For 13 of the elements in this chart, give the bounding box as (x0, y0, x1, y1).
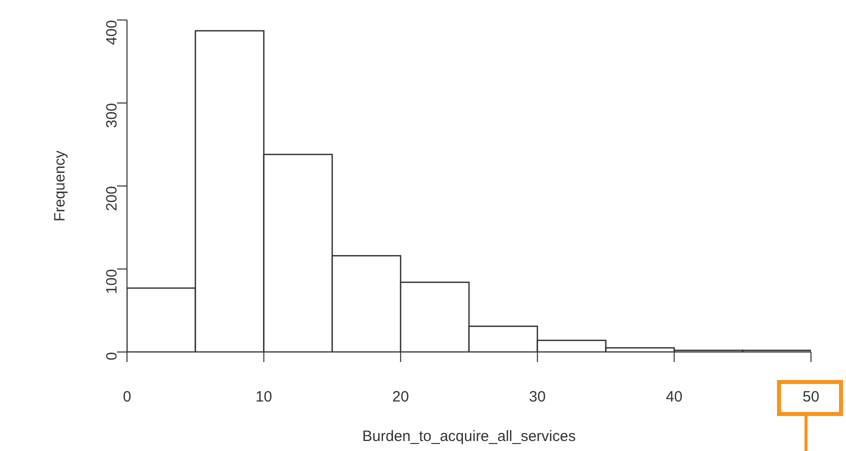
x-tick-label: 0 (122, 388, 132, 406)
x-tick-label: 50 (802, 388, 820, 406)
x-tick-label: 30 (529, 388, 546, 406)
x-tick-label: 20 (392, 388, 409, 406)
x-axis-title: Burden_to_acquire_all_services (362, 428, 576, 445)
y-tick-label: 200 (103, 186, 120, 212)
x-tick-label: 10 (255, 388, 272, 406)
y-tick-label: 400 (103, 20, 120, 46)
x-tick-label: 40 (666, 388, 683, 406)
y-tick-label: 100 (103, 269, 120, 294)
y-tick-label: 0 (103, 352, 120, 360)
y-tick-label: 300 (103, 103, 120, 128)
y-axis-title: Frequency (51, 150, 68, 222)
